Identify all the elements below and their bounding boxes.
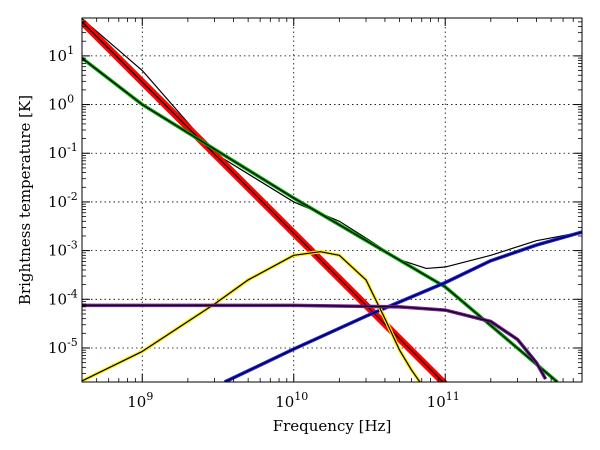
x-tick-label: 1010	[275, 390, 308, 411]
y-tick-label: 101	[48, 44, 74, 65]
x-tick-label: 109	[127, 390, 153, 411]
series-2-halo	[82, 56, 559, 382]
series-group	[82, 18, 582, 382]
series-2-line	[82, 57, 558, 382]
y-tick-label: 10-2	[48, 190, 78, 211]
series-5-line	[82, 304, 547, 380]
y-tick-label: 10-1	[48, 141, 78, 162]
series-5-halo	[82, 303, 548, 380]
series-3-line	[224, 231, 582, 382]
y-tick-label: 10-3	[48, 239, 78, 260]
grid-lines	[82, 18, 582, 382]
series-4-line	[82, 251, 421, 382]
series-0-line	[82, 18, 582, 270]
axis-ticks: 109 1010 1011 101 100 10-1 10-2 10-3 10-4 10-5	[48, 17, 583, 411]
series-1-line	[82, 21, 444, 382]
y-tick-label: 10-4	[48, 287, 78, 308]
series-4-halo	[82, 249, 423, 382]
x-axis-label: Frequency [Hz]	[273, 417, 392, 435]
y-axis-label: Brightness temperature [K]	[16, 95, 34, 305]
y-tick-label: 100	[48, 93, 74, 114]
x-tick-label: 1011	[427, 390, 460, 411]
plot-frame	[81, 17, 583, 383]
y-tick-label: 10-5	[48, 336, 78, 357]
